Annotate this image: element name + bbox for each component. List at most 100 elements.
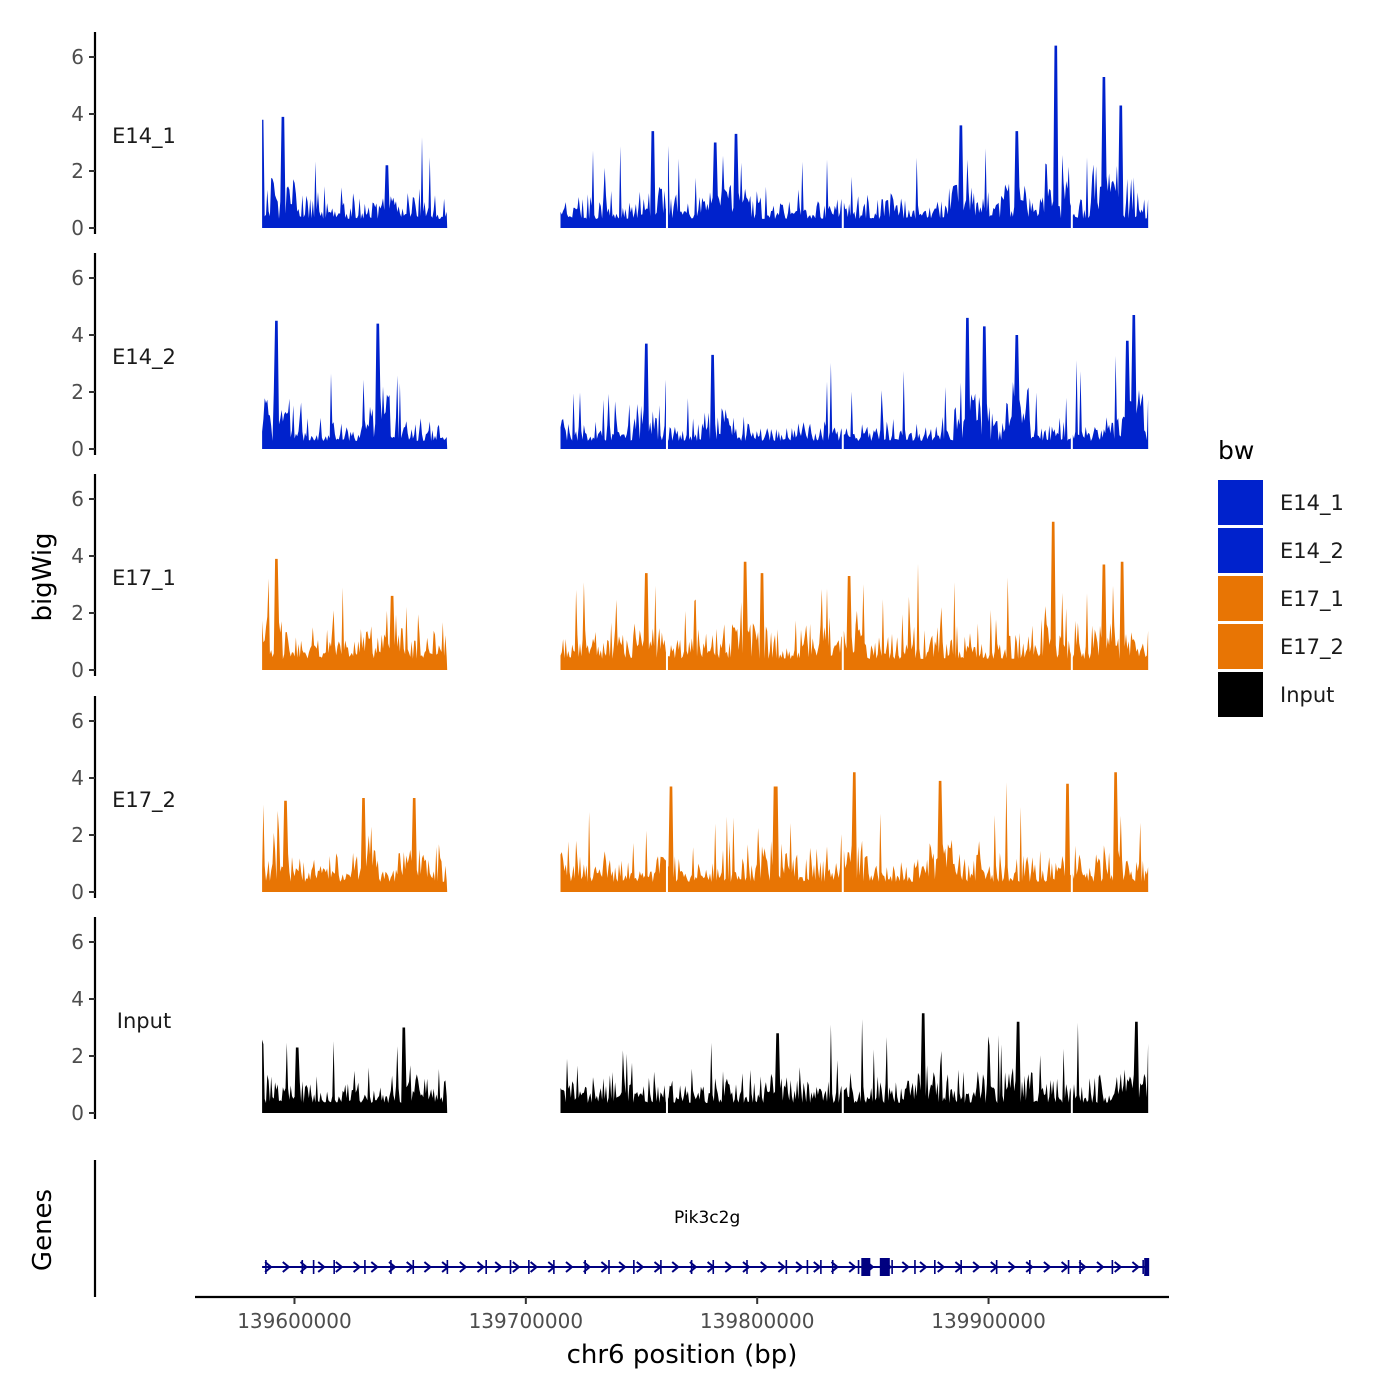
exon: [301, 1260, 304, 1274]
track-label: E14_1: [112, 124, 176, 149]
strand-arrow: [1114, 1261, 1123, 1273]
y-axis-title: bigWig: [28, 532, 58, 621]
exon: [528, 1260, 530, 1274]
exon: [934, 1260, 936, 1274]
legend-item: E17_1: [1218, 576, 1344, 621]
y-tick-label: 4: [71, 323, 84, 347]
exon: [509, 1260, 512, 1274]
x-tick-label: 139800000: [700, 1309, 815, 1333]
exon: [960, 1260, 962, 1274]
exon: [857, 1260, 860, 1274]
y-tick-label: 0: [71, 437, 84, 461]
legend-label: E17_1: [1280, 587, 1344, 612]
track-label: E14_2: [112, 345, 176, 370]
exon: [820, 1260, 822, 1274]
track-e14-2: 0 2 4 6 E14_2: [71, 253, 1149, 461]
exon: [633, 1260, 635, 1274]
y-tick-label: 6: [71, 487, 84, 511]
genes-track-title: Genes: [28, 1189, 58, 1271]
strand-arrow: [1096, 1261, 1105, 1273]
exon: [312, 1260, 315, 1274]
exon: [785, 1260, 788, 1274]
y-tick-label: 0: [71, 658, 84, 682]
exon: [608, 1260, 610, 1274]
legend-item: E14_1: [1218, 480, 1344, 525]
legend: bw E14_1 E14_2 E17_1 E17_2 Input: [1218, 436, 1344, 717]
exon: [690, 1260, 693, 1274]
y-tick-label: 2: [71, 823, 84, 847]
coverage-gap: [1070, 38, 1073, 229]
track-e14-1: 0 2 4 6 E14_1: [71, 32, 1149, 240]
legend-label: E14_2: [1280, 539, 1344, 564]
strand-arrow: [370, 1261, 379, 1273]
strand-arrow: [512, 1261, 521, 1273]
track-e17-1: 0 2 4 6 E17_1: [71, 474, 1149, 682]
coverage-tracks: 0 2 4 6 E14_1 0 2 4 6 E14_2 0 2 4 6 E17_1 0 2 4 6 E17_2 0 2 4 6…: [71, 32, 1149, 1125]
y-tick-label: 4: [71, 544, 84, 568]
x-axis-title: chr6 position (bp): [567, 1340, 798, 1370]
exon: [660, 1260, 662, 1274]
coverage-gap: [841, 702, 844, 893]
strand-arrow: [352, 1261, 362, 1273]
y-tick-label: 4: [71, 987, 84, 1011]
exon: [584, 1260, 587, 1274]
coverage-area: [262, 521, 1149, 670]
strand-arrow: [565, 1261, 574, 1273]
y-tick-label: 4: [71, 102, 84, 126]
strand-arrow: [264, 1261, 273, 1273]
exon: [1111, 1260, 1114, 1274]
exon: [806, 1260, 809, 1274]
track-e17-2: 0 2 4 6 E17_2: [71, 696, 1149, 904]
coverage-gap: [1070, 702, 1073, 893]
exon-cluster: [861, 1258, 871, 1276]
coverage-gap: [841, 923, 844, 1114]
legend-swatch: [1218, 528, 1263, 573]
coverage-gap: [841, 259, 844, 450]
strand-arrow: [813, 1261, 822, 1273]
coverage-gap: [665, 480, 668, 671]
coverage-gap: [841, 480, 844, 671]
coverage-gap: [665, 38, 668, 229]
coverage-gap: [1070, 480, 1073, 671]
legend-swatch: [1218, 672, 1263, 717]
exon: [746, 1260, 748, 1274]
track-input: 0 2 4 6 Input: [71, 917, 1149, 1125]
strand-arrow: [1025, 1261, 1034, 1273]
legend-swatch: [1218, 480, 1263, 525]
exon: [485, 1260, 487, 1274]
exon: [1142, 1260, 1144, 1274]
y-tick-label: 6: [71, 45, 84, 69]
coverage-gap: [841, 38, 844, 229]
x-tick-label: 139600000: [237, 1309, 352, 1333]
exon: [553, 1260, 555, 1274]
coverage-area: [262, 1013, 1149, 1113]
exon: [265, 1260, 267, 1274]
strand-arrow: [848, 1261, 857, 1273]
exon: [1079, 1260, 1081, 1274]
coverage-gap: [665, 702, 668, 893]
strand-arrow: [335, 1261, 344, 1273]
exon: [412, 1260, 415, 1274]
exon: [914, 1260, 916, 1274]
track-label: E17_2: [112, 788, 176, 813]
y-tick-label: 6: [71, 709, 84, 733]
strand-arrow: [636, 1261, 645, 1273]
coverage-area: [262, 45, 1149, 228]
exon: [1029, 1260, 1031, 1274]
strand-arrow: [760, 1261, 769, 1273]
coverage-area: [262, 315, 1149, 449]
genes-panel: Pik3c2g: [93, 1160, 1150, 1297]
legend-item: Input: [1218, 672, 1334, 717]
strand-arrow: [919, 1261, 928, 1273]
legend-item: E17_2: [1218, 624, 1344, 669]
exon-cluster: [1144, 1258, 1150, 1276]
y-tick-label: 4: [71, 766, 84, 790]
exon: [333, 1260, 335, 1274]
legend-swatch: [1218, 624, 1263, 669]
strand-arrow: [529, 1261, 539, 1273]
track-label: E17_1: [112, 566, 176, 591]
coverage-gap: [665, 923, 668, 1114]
strand-arrow: [777, 1261, 786, 1273]
exon: [831, 1260, 834, 1274]
